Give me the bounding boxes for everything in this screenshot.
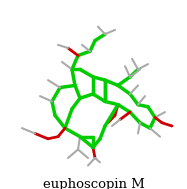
Text: euphoscopin M: euphoscopin M xyxy=(43,178,144,189)
